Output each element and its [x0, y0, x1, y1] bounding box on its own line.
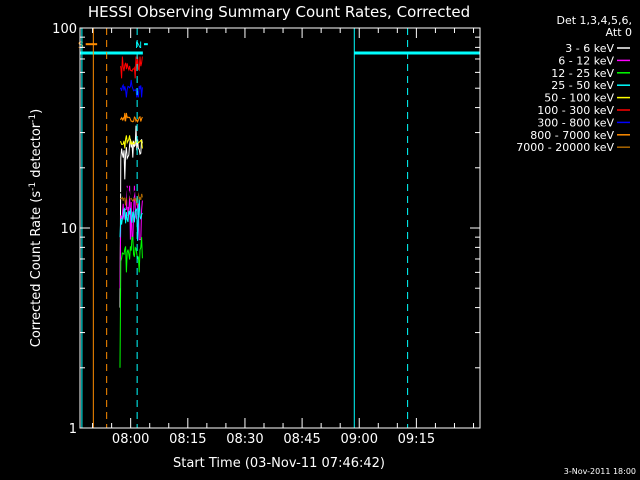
y-axis-label: Corrected Count Rate (s-1 detector-1)	[28, 109, 44, 347]
flag-label: N	[135, 41, 142, 51]
flag-label: S	[78, 41, 84, 51]
series-line	[120, 112, 143, 124]
legend-label: 25 - 50 keV	[551, 79, 614, 92]
legend-label: 6 - 12 keV	[558, 54, 614, 67]
legend-label: 3 - 6 keV	[565, 42, 614, 55]
chart-title: HESSI Observing Summary Count Rates, Cor…	[88, 3, 470, 21]
legend-label: 100 - 300 keV	[537, 104, 614, 117]
y-tick-label: 10	[60, 222, 77, 237]
y-label-sup1: -1	[28, 182, 38, 191]
y-label-main: Corrected Count Rate (s	[29, 191, 44, 348]
y-label-sup2: -1	[28, 114, 38, 123]
y-label-end: )	[29, 109, 44, 114]
series-line	[120, 79, 143, 98]
y-tick-label: 1	[69, 422, 77, 437]
x-tick-label: 09:15	[398, 432, 435, 447]
x-axis-label: Start Time (03-Nov-11 07:46:42)	[173, 456, 385, 471]
axes: 1 10 100 08:00 08:15 08:30 08:45 09:00 09:15	[52, 22, 480, 447]
y-tick-label: 100	[52, 22, 77, 37]
legend-label: 50 - 100 keV	[544, 92, 614, 105]
series-line	[120, 135, 143, 149]
legend-header: Att 0	[606, 26, 632, 39]
x-tick-label: 09:00	[341, 432, 378, 447]
x-tick-label: 08:00	[112, 432, 149, 447]
x-tick-label: 08:30	[226, 432, 263, 447]
footer-timestamp: 3-Nov-2011 18:00	[564, 467, 636, 476]
x-tick-label: 08:15	[169, 432, 206, 447]
legend-label: 800 - 7000 keV	[530, 129, 614, 142]
legend-header: Det 1,3,4,5,6,	[556, 14, 632, 27]
series-line	[120, 56, 143, 79]
x-tick-label: 08:45	[283, 432, 320, 447]
series-line	[119, 196, 143, 241]
series-line	[119, 125, 143, 308]
legend-label: 12 - 25 keV	[551, 67, 614, 80]
y-label-mid: detector	[29, 122, 44, 182]
legend-label: 300 - 800 keV	[537, 116, 614, 129]
data-layer	[119, 56, 143, 368]
series-line-detector-dark	[120, 186, 143, 207]
legend-label: 7000 - 20000 keV	[516, 141, 614, 154]
series-line	[119, 236, 143, 368]
